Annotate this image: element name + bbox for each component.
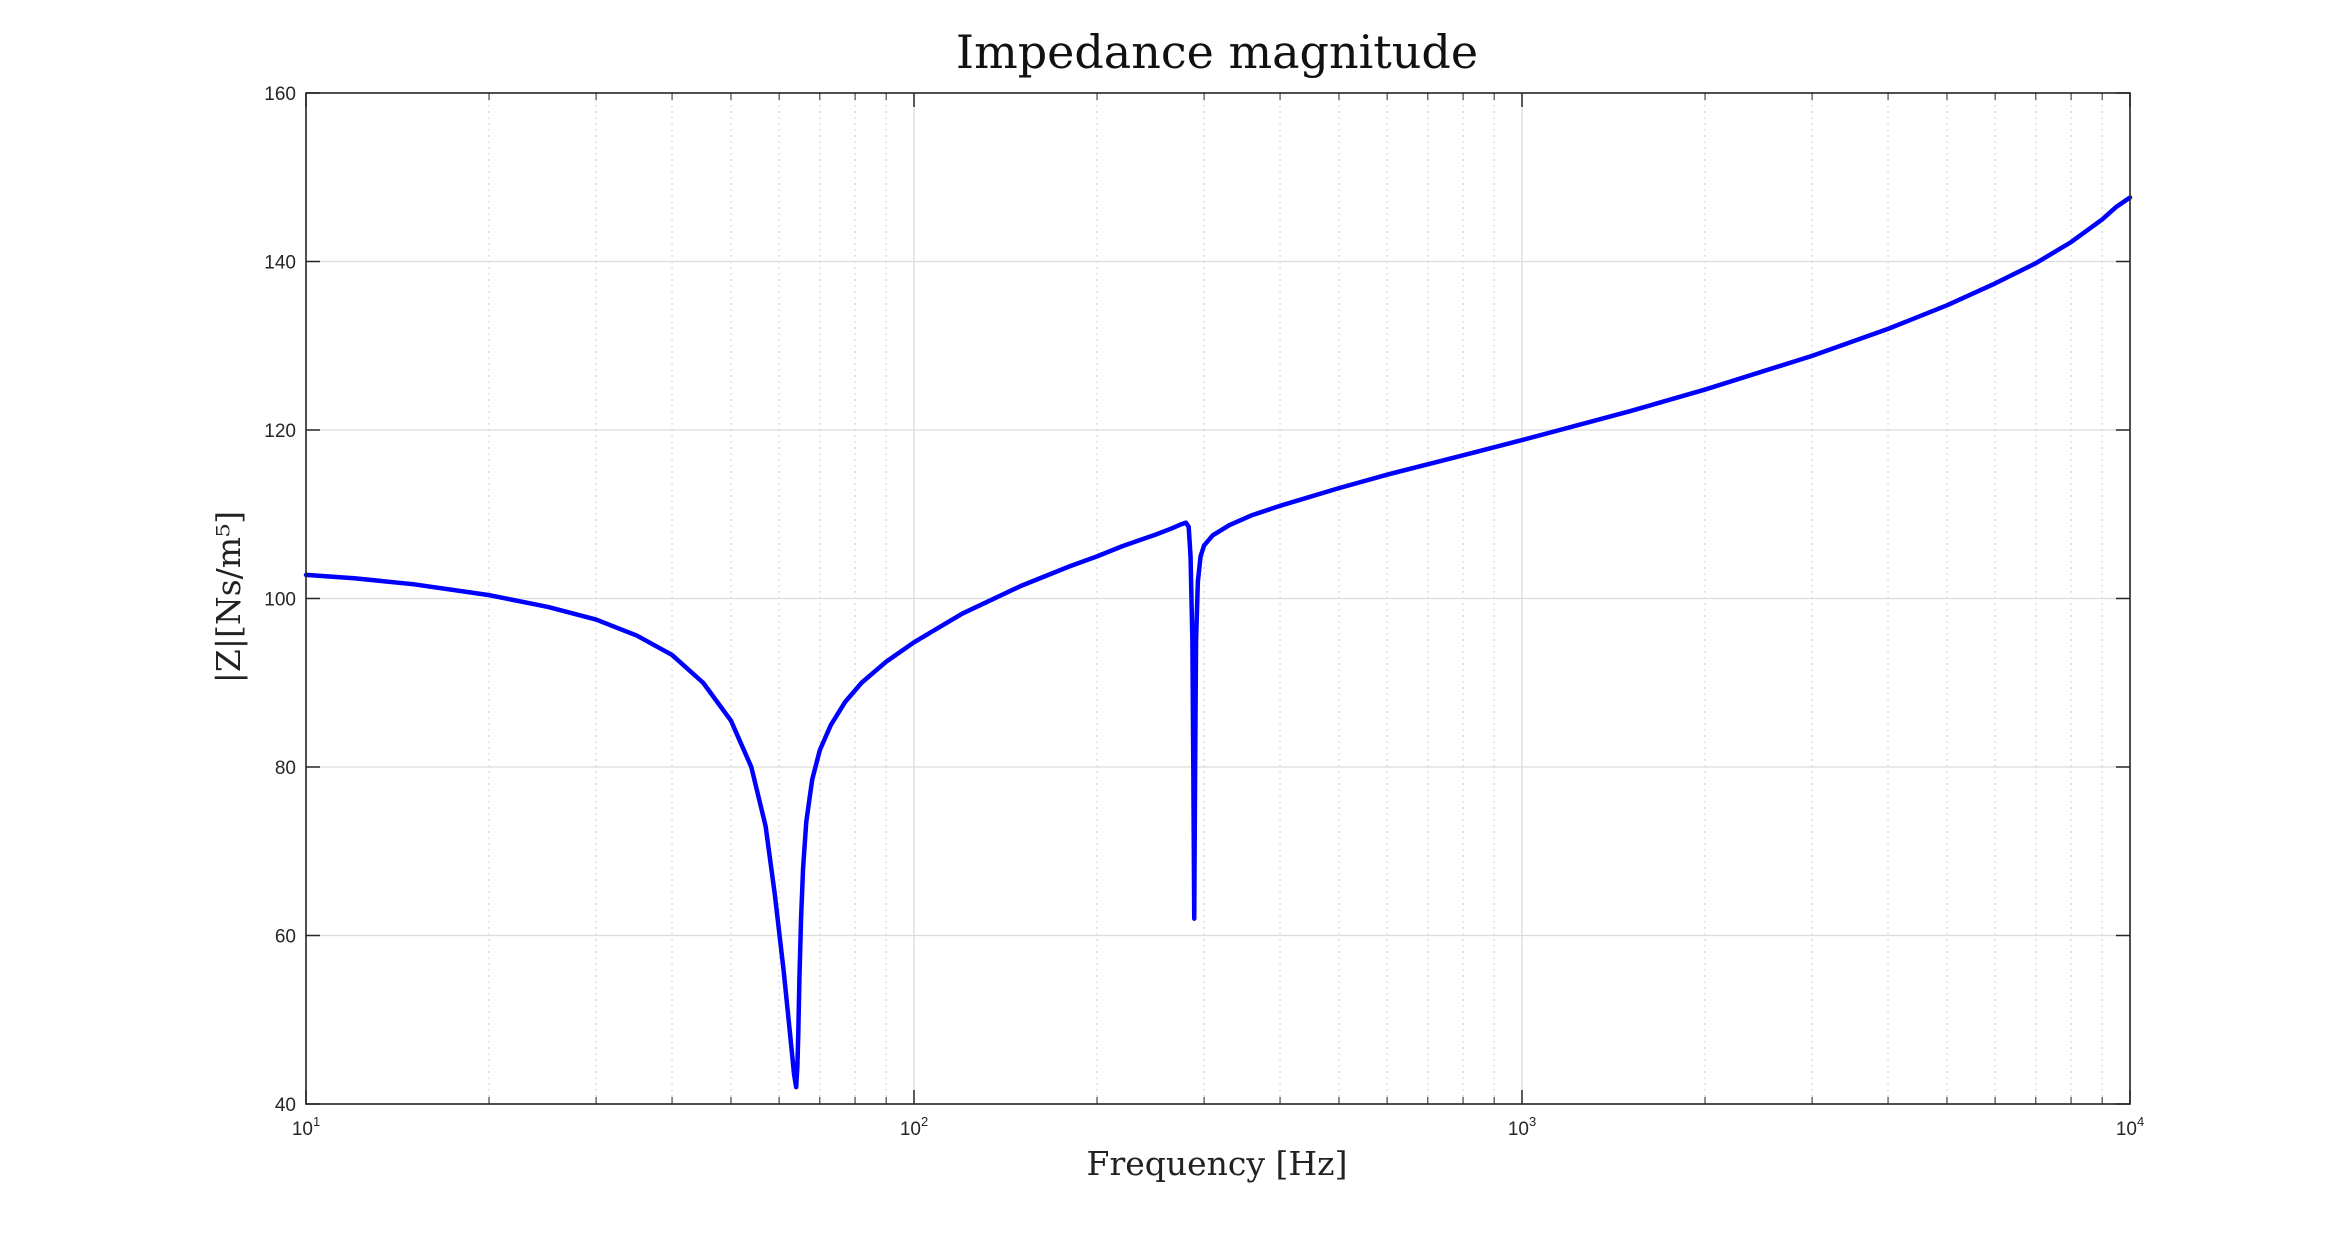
y-tick-label: 60 bbox=[275, 927, 296, 948]
x-tick-label: 103 bbox=[1508, 1114, 1536, 1140]
x-tick-label: 101 bbox=[292, 1114, 320, 1140]
tick-labels: 101 102 103 104 40 60 80 100 120 140 160 bbox=[264, 84, 2144, 1140]
x-tick-label: 102 bbox=[900, 1114, 928, 1140]
tick-marks bbox=[305, 92, 2131, 1105]
series-layer bbox=[303, 195, 2133, 1090]
y-tick-label: 120 bbox=[264, 421, 296, 442]
x-axis-label: Frequency [Hz] bbox=[1087, 1144, 1348, 1183]
y-tick-label: 140 bbox=[264, 253, 296, 274]
y-axis-label: |Z|[Ns/m⁵] bbox=[209, 511, 248, 683]
grid bbox=[305, 92, 2131, 1105]
y-tick-label: 100 bbox=[264, 590, 296, 611]
x-tick-label: 104 bbox=[2116, 1114, 2144, 1140]
series-line bbox=[303, 195, 2133, 1090]
y-tick-label: 80 bbox=[275, 758, 296, 779]
y-tick-label: 40 bbox=[275, 1095, 296, 1116]
chart-title: Impedance magnitude bbox=[956, 25, 1478, 79]
y-tick-label: 160 bbox=[264, 84, 296, 105]
